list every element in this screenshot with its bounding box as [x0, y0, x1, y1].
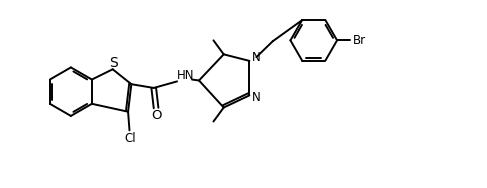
Text: N: N: [252, 91, 261, 104]
Text: HN: HN: [177, 69, 195, 82]
Text: Cl: Cl: [124, 132, 136, 145]
Text: S: S: [109, 56, 117, 70]
Text: N: N: [252, 51, 261, 64]
Text: Br: Br: [353, 34, 366, 47]
Text: O: O: [151, 109, 162, 122]
